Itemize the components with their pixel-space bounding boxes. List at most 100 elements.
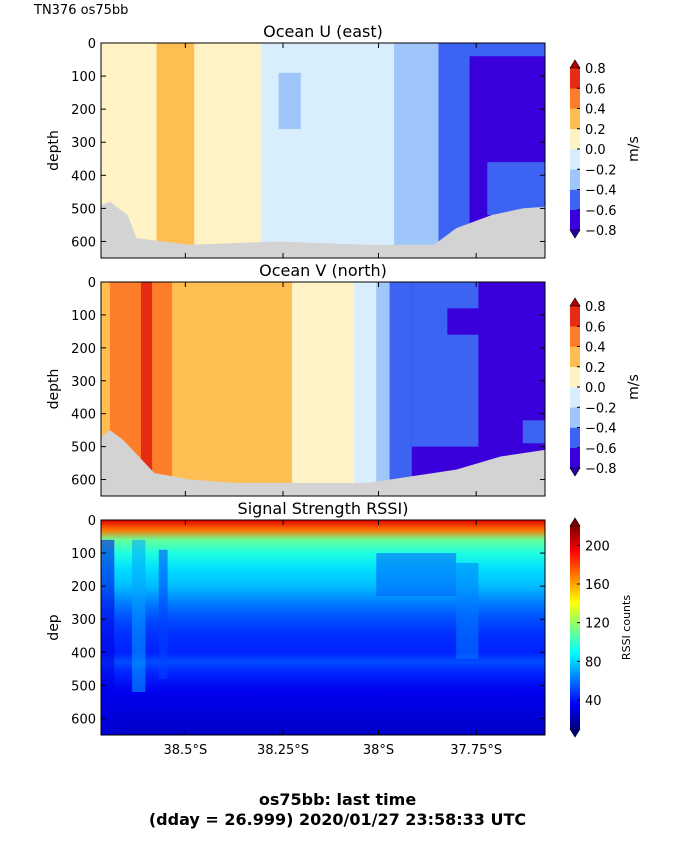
rssi-feature (101, 539, 115, 735)
y-tick-label: 600 (71, 712, 96, 727)
colorbar-segment (570, 189, 580, 211)
y-axis-label: depth (46, 130, 62, 171)
colorbar-segment (570, 387, 580, 408)
colorbar-segment (570, 128, 580, 150)
colorbar-extend-max (569, 517, 581, 527)
contour-band (260, 43, 368, 258)
colorbar-segment (570, 88, 580, 109)
x-tick-label: 38.5°S (164, 743, 208, 758)
colorbar: 200 160 120 80 40 RSSI counts (569, 517, 633, 738)
y-tick-label: 100 (71, 547, 96, 562)
colorbar-extend-min (569, 229, 581, 239)
y-tick-label: 500 (71, 679, 96, 694)
colorbar-tick-label: 80 (585, 655, 602, 670)
colorbar-segment (570, 447, 580, 469)
colorbar-tick-label: −0.8 (585, 224, 617, 239)
contour-patch (411, 282, 479, 447)
colorbar-segment (570, 68, 580, 89)
colorbar-tick-label: −0.2 (585, 163, 617, 178)
y-tick-label: 500 (71, 202, 96, 217)
colorbar-tick-label: 0.8 (585, 62, 606, 77)
contour-band (291, 282, 355, 496)
y-tick-label: 400 (71, 169, 96, 184)
plot-frame (100, 42, 546, 259)
y-tick-label: 200 (71, 342, 96, 357)
colorbar-segment (570, 427, 580, 449)
y-tick-label: 300 (71, 613, 96, 628)
plot-area (101, 520, 545, 735)
plot-frame (100, 519, 546, 736)
panel-1: Ocean U (east) 0 100 200 300 400 500 600 depth 0.… (46, 22, 642, 259)
rssi-feature (132, 539, 146, 692)
colorbar-tick-label: −0.6 (585, 204, 617, 219)
colorbar-segment (570, 366, 580, 388)
y-tick-label: 0 (88, 37, 96, 52)
colorbar-tick-label: 0.4 (585, 341, 606, 356)
colorbar-extend-max (569, 59, 581, 69)
colorbar-tick-label: 160 (585, 578, 610, 593)
contour-band (438, 43, 471, 258)
colorbar-extend-min (569, 728, 581, 738)
panel-3: Signal Strength RSSI) 0 100 200 300 400 500 600… (46, 499, 633, 758)
colorbar: 0.8 0.6 0.4 0.2 0.0 −0.2 −0.4 −0.6 −0.8 m/s (569, 59, 642, 239)
colorbar-tick-label: 200 (585, 539, 610, 554)
colorbar-tick-label: −0.2 (585, 401, 617, 416)
y-tick-label: 600 (71, 235, 96, 250)
colorbar-segment (570, 326, 580, 347)
figure-title-line2: (dday = 26.999) 2020/01/27 23:58:33 UTC (148, 810, 527, 829)
rssi-feature (456, 563, 479, 659)
x-tick-label: 38.25°S (257, 743, 309, 758)
contour-patch (278, 72, 301, 129)
colorbar-tick-label: −0.6 (585, 442, 617, 457)
contour-band (172, 282, 293, 496)
figure-title-line1: os75bb: last time (258, 790, 417, 809)
contour-band (367, 43, 395, 258)
colorbar-tick-label: 120 (585, 617, 610, 632)
contour-patch (465, 43, 545, 57)
y-axis-label: dep (46, 614, 62, 641)
colorbar-segment (570, 149, 580, 170)
panel-title: Ocean U (east) (263, 22, 383, 41)
colorbar-tick-label: −0.4 (585, 184, 617, 199)
y-tick-label: 400 (71, 408, 96, 423)
plot-frame (100, 281, 546, 497)
y-tick-label: 100 (71, 70, 96, 85)
no-data-region (101, 430, 545, 496)
colorbar-label: m/s (626, 374, 642, 400)
y-tick-label: 200 (71, 580, 96, 595)
colorbar-segment (570, 169, 580, 190)
contour-band (194, 43, 262, 258)
contour-band (389, 282, 413, 496)
y-axis-label: depth (46, 369, 62, 410)
contour-patch (522, 420, 545, 444)
contour-band (354, 282, 377, 496)
colorbar-tick-label: 0.2 (585, 123, 606, 138)
colorbar-segment (570, 407, 580, 428)
colorbar-segment (570, 209, 580, 231)
colorbar-segment (570, 306, 580, 327)
colorbar-extend-min (569, 467, 581, 477)
y-tick-label: 600 (71, 474, 96, 489)
y-tick-label: 300 (71, 136, 96, 151)
colorbar-tick-label: 0.4 (585, 103, 606, 118)
colorbar-tick-label: 0.6 (585, 82, 606, 97)
colorbar-tick-label: 0.2 (585, 361, 606, 376)
plot-area (101, 43, 545, 258)
colorbar-label: RSSI counts (620, 595, 633, 660)
colorbar-gradient (570, 526, 580, 729)
y-tick-label: 0 (88, 514, 96, 529)
colorbar: 0.8 0.6 0.4 0.2 0.0 −0.2 −0.4 −0.6 −0.8 m/s (569, 297, 642, 477)
contour-patch (487, 162, 545, 215)
colorbar-segment (570, 346, 580, 368)
panel-title: Signal Strength RSSI) (238, 499, 409, 518)
colorbar-extend-max (569, 297, 581, 307)
colorbar-tick-label: 0.0 (585, 143, 606, 158)
colorbar-tick-label: −0.4 (585, 422, 617, 437)
colorbar-tick-label: 0.6 (585, 320, 606, 335)
contour-band (156, 43, 195, 258)
contour-patch (447, 308, 501, 335)
plot-area (101, 282, 545, 496)
contour-band (394, 43, 439, 258)
colorbar-tick-label: −0.8 (585, 462, 617, 477)
colorbar-tick-label: 0.8 (585, 300, 606, 315)
